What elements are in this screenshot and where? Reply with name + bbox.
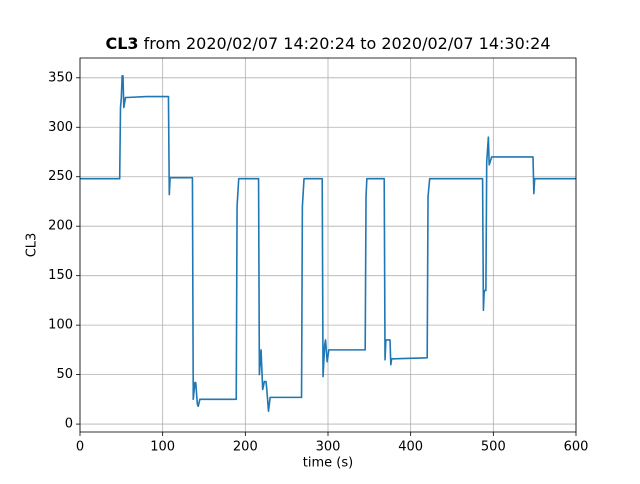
data-line (80, 75, 576, 413)
x-axis-label: time (s) (303, 456, 353, 471)
y-tick-label: 150 (48, 268, 73, 283)
x-tick-label: 500 (481, 440, 506, 455)
plot-area: 0 100 200 300 400 500 600 0 50 100 150 200 250 300 350 (48, 58, 588, 455)
y-tick-label: 50 (56, 367, 73, 382)
x-tick-label: 100 (150, 440, 175, 455)
x-tick-label: 200 (233, 440, 258, 455)
x-tick-label: 300 (316, 440, 341, 455)
x-tick-label: 400 (398, 440, 423, 455)
y-tick-label: 0 (65, 417, 73, 432)
y-tick-label: 250 (48, 169, 73, 184)
y-tick-label: 100 (48, 318, 73, 333)
title-bold: CL3 (105, 34, 138, 53)
y-tick-label: 300 (48, 120, 73, 135)
x-tick-label: 0 (76, 440, 84, 455)
x-tick-label: 600 (564, 440, 589, 455)
chart-title: CL3 from 2020/02/07 14:20:24 to 2020/02/… (105, 34, 550, 53)
y-tick-label: 350 (48, 70, 73, 85)
title-rest: from 2020/02/07 14:20:24 to 2020/02/07 1… (144, 34, 551, 53)
y-tick-label: 200 (48, 219, 73, 234)
y-axis-label: CL3 (25, 233, 40, 258)
axes-frame (79, 57, 577, 433)
